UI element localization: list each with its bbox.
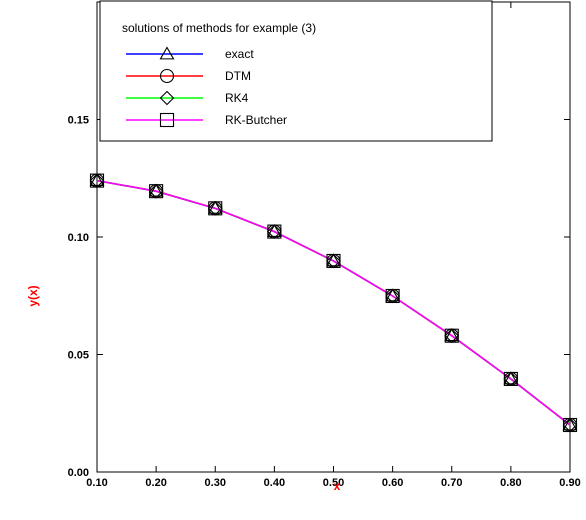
- y-tick-label: 0.15: [68, 115, 89, 127]
- x-tick-label: 0.90: [559, 477, 580, 489]
- series-line-exact: [96, 179, 571, 426]
- legend-title: solutions of methods for example (3): [122, 21, 316, 35]
- data-point-exact: [89, 172, 105, 187]
- legend-label-rk-butcher: RK-Butcher: [225, 113, 287, 127]
- data-point-rk-butcher: [89, 173, 105, 188]
- x-tick-label: 0.20: [145, 477, 166, 489]
- series-layer: [89, 172, 578, 433]
- data-point-exact: [562, 417, 578, 431]
- data-point-exact: [207, 200, 223, 214]
- data-point-rk-butcher: [267, 224, 282, 239]
- data-point-rk-butcher: [326, 253, 341, 269]
- data-point-exact: [503, 371, 519, 385]
- axes: 0.10 0.20 0.30 0.40 0.50 0.60 0.70 0.80 0.90 0.00…: [68, 1, 581, 489]
- x-axis-title: x: [334, 479, 341, 493]
- series-line-dtm: [96, 179, 571, 426]
- y-tick-label: 0.05: [68, 350, 89, 362]
- data-point-exact: [266, 223, 282, 238]
- series-line-rk4: [96, 179, 571, 426]
- data-point-exact: [326, 253, 341, 267]
- data-point-exact: [148, 183, 164, 197]
- data-point-exact: [385, 288, 401, 302]
- legend-marker-rk4: [159, 90, 175, 106]
- y-tick-label: 0.00: [68, 467, 89, 479]
- data-point-rk-butcher: [385, 288, 400, 304]
- x-tick-label: 0.30: [205, 477, 226, 489]
- legend: solutions of methods for example (3) exac…: [99, 0, 493, 142]
- data-point-rk-butcher: [562, 417, 578, 433]
- legend-marker-dtm: [159, 68, 175, 84]
- legend-label-dtm: DTM: [225, 69, 251, 83]
- legend-label-exact: exact: [225, 47, 254, 61]
- x-tick-label: 0.70: [441, 477, 462, 489]
- y-axis-title: y(x): [26, 285, 40, 306]
- series-line-rk-butcher: [96, 179, 571, 426]
- data-point-rk-butcher: [208, 201, 223, 216]
- data-point-rk-butcher: [503, 371, 518, 386]
- legend-label-rk4: RK4: [225, 91, 249, 105]
- legend-box: [99, 0, 493, 142]
- x-tick-label: 0.80: [500, 477, 521, 489]
- legend-marker-rk-butcher: [159, 112, 175, 128]
- y-tick-label: 0.10: [68, 232, 89, 244]
- legend-marker-exact: [159, 46, 175, 60]
- data-point-rk-butcher: [444, 328, 459, 343]
- x-tick-label: 0.50: [323, 477, 344, 489]
- data-point-exact: [444, 328, 460, 342]
- x-tick-label: 0.40: [264, 477, 285, 489]
- x-tick-label: 0.60: [382, 477, 403, 489]
- x-tick-label: 0.10: [86, 477, 107, 489]
- data-point-rk-butcher: [149, 184, 164, 199]
